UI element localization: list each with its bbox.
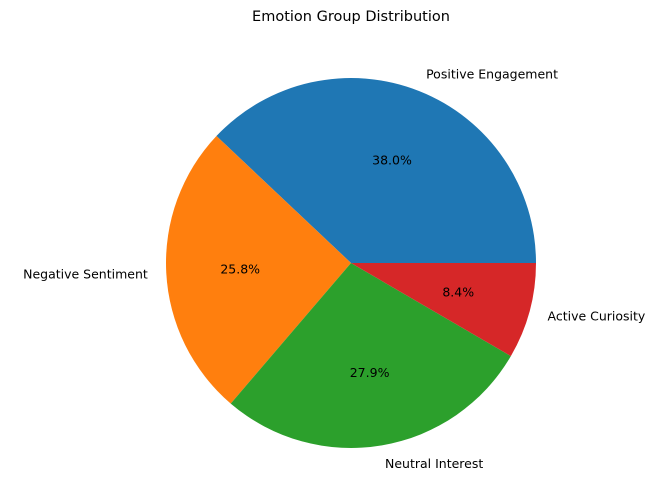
- pie-slice-positive-engagement: [216, 77, 536, 263]
- slice-label-neutral-interest: Neutral Interest: [385, 456, 483, 471]
- slices-layer: [165, 77, 536, 448]
- chart-title: Emotion Group Distribution: [252, 9, 450, 25]
- slice-label-active-curiosity: Active Curiosity: [548, 309, 646, 324]
- slice-label-negative-sentiment: Negative Sentiment: [23, 266, 148, 281]
- pie-slice-active-curiosity: [351, 263, 536, 357]
- slice-percent-positive-engagement: 38.0%: [372, 152, 412, 167]
- pie-slice-neutral-interest: [230, 263, 511, 448]
- slice-percent-negative-sentiment: 25.8%: [220, 261, 260, 276]
- slice-percent-active-curiosity: 8.4%: [442, 284, 474, 299]
- slice-percent-neutral-interest: 27.9%: [350, 365, 390, 380]
- pie-slice-negative-sentiment: [165, 136, 351, 404]
- labels-layer: 38.0% Positive Engagement 25.8% Negative Se…: [23, 66, 646, 471]
- slice-label-positive-engagement: Positive Engagement: [426, 66, 558, 81]
